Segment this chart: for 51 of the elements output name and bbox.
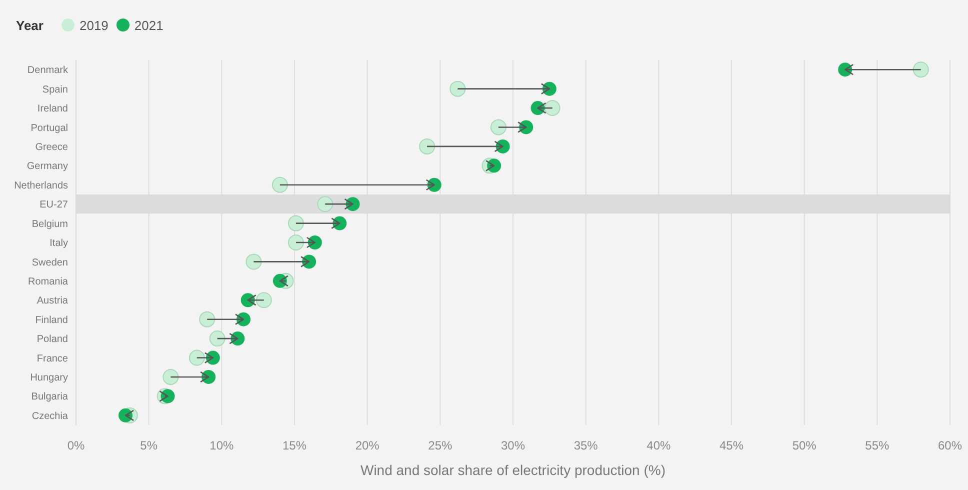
- y-tick-label: Portugal: [30, 122, 68, 134]
- y-tick-label: Hungary: [30, 372, 68, 384]
- y-tick-label: Germany: [26, 161, 68, 172]
- legend-label: 2021: [134, 18, 164, 32]
- y-tick-label: EU-27: [40, 200, 68, 211]
- point: [912, 62, 929, 78]
- y-tick-label: Czechia: [32, 410, 68, 422]
- x-tick-label: 45%: [719, 438, 744, 453]
- x-tick-label: 40%: [646, 438, 671, 453]
- point: [199, 311, 216, 328]
- y-tick-label: Belgium: [32, 218, 68, 230]
- point: [162, 368, 179, 385]
- legend-label: 2019: [79, 18, 108, 32]
- x-tick-label: 60%: [938, 438, 962, 453]
- y-tick-label: Italy: [50, 238, 68, 250]
- y-tick-label: Netherlands: [14, 180, 68, 192]
- point: [209, 330, 226, 347]
- y-tick-label: Romania: [28, 276, 68, 288]
- point: [419, 138, 436, 154]
- y-tick-label: Greece: [35, 142, 68, 153]
- y-tick-label: Sweden: [32, 257, 68, 268]
- x-tick-label: 10%: [210, 438, 234, 453]
- x-tick-label: 35%: [574, 438, 598, 453]
- point: [288, 215, 304, 232]
- y-tick-label: Denmark: [27, 65, 69, 76]
- point: [272, 176, 288, 193]
- y-tick-label: Poland: [36, 334, 68, 346]
- point: [317, 196, 334, 212]
- point: [256, 292, 272, 308]
- y-tick-label: France: [36, 353, 68, 364]
- legend-title: Year: [16, 18, 44, 32]
- point: [188, 350, 205, 366]
- y-tick-label: Spain: [42, 84, 68, 96]
- x-tick-label: 20%: [355, 438, 380, 453]
- point: [490, 119, 506, 136]
- y-tick-label: Finland: [35, 314, 68, 326]
- y-tick-label: Ireland: [37, 104, 68, 115]
- x-tick-label: 25%: [428, 438, 452, 453]
- y-tick-label: Bulgaria: [31, 392, 68, 403]
- x-tick-label: 0%: [67, 438, 85, 453]
- x-tick-label: 30%: [500, 438, 526, 453]
- x-axis-title: Wind and solar share of electricity production (%): [360, 462, 666, 478]
- point: [544, 100, 560, 116]
- x-tick-label: 15%: [282, 438, 307, 453]
- x-tick-label: 5%: [140, 438, 158, 453]
- y-tick-label: Austria: [36, 296, 68, 307]
- point: [288, 234, 304, 250]
- point: [450, 80, 466, 97]
- x-tick-label: 55%: [865, 438, 890, 453]
- x-tick-label: 50%: [792, 438, 817, 453]
- point: [246, 254, 262, 270]
